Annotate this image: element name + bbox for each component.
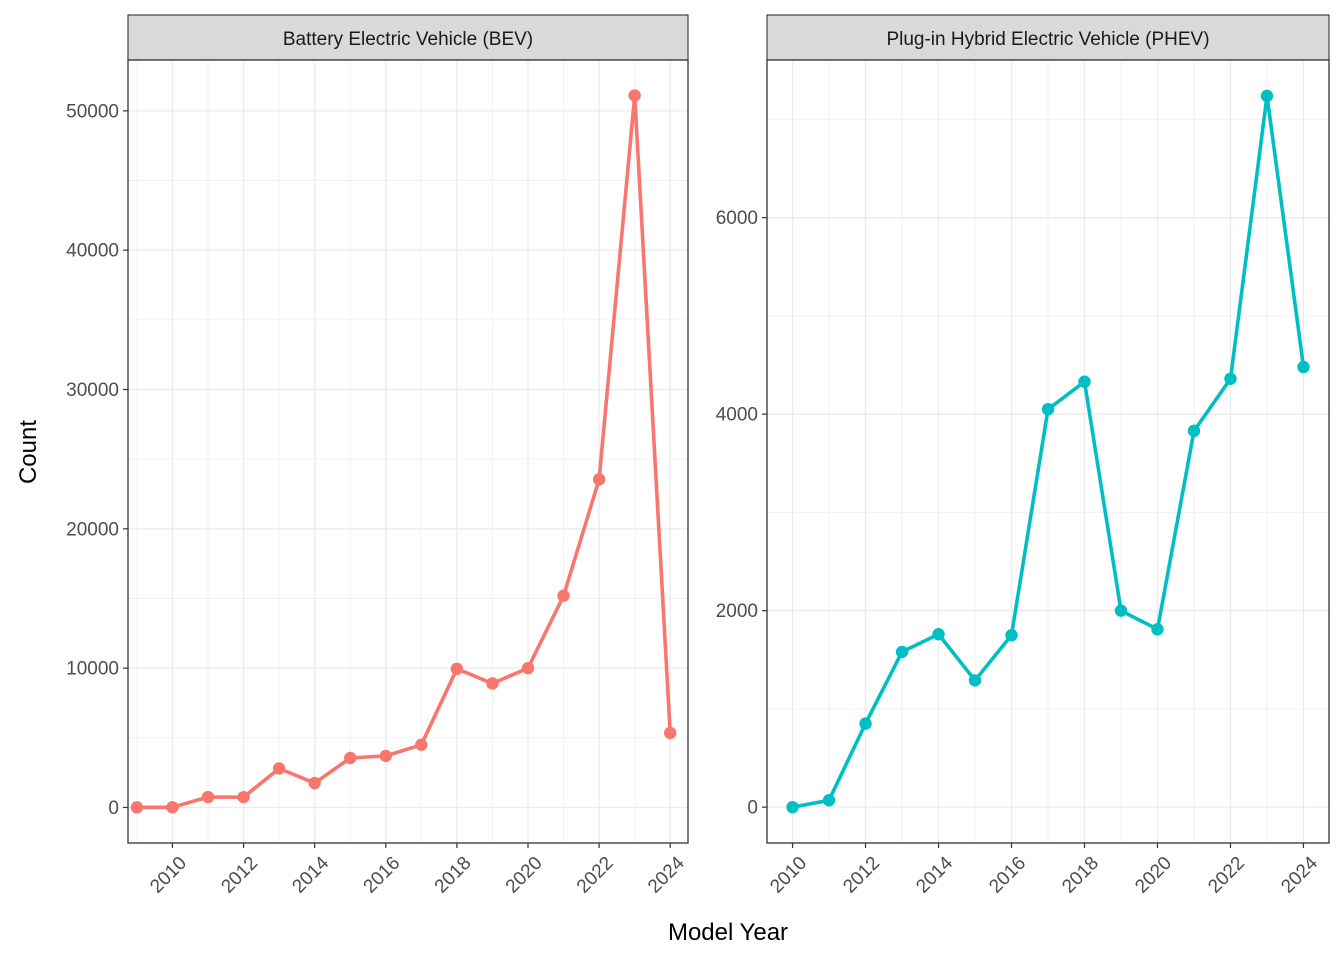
series-bev	[130, 89, 677, 814]
y-tick-label-bev: 30000	[66, 380, 119, 401]
y-tick-label-bev: 50000	[66, 101, 119, 122]
y-axis-title: Count	[15, 420, 42, 484]
panel-border-bev	[127, 59, 689, 844]
data-point-phev	[1005, 629, 1018, 642]
data-point-bev	[237, 790, 250, 804]
data-point-bev	[450, 662, 464, 676]
y-tick-label-bev: 10000	[66, 659, 119, 680]
gridlines-bev	[128, 60, 688, 843]
y-tick-label-bev: 0	[108, 798, 119, 819]
facet-strip-bev	[127, 14, 689, 61]
data-point-phev	[1187, 424, 1201, 438]
data-point-phev	[1078, 375, 1091, 388]
y-tick-label-phev: 0	[747, 798, 758, 819]
data-point-bev	[521, 661, 535, 675]
data-point-bev	[130, 801, 144, 814]
data-point-bev	[201, 790, 215, 804]
data-point-phev	[1260, 89, 1274, 103]
y-axis-bev: 0 10000 20000 30000 40000 50000	[66, 101, 128, 819]
y-tick-label-phev: 6000	[716, 208, 758, 229]
y-tick-label-phev: 4000	[716, 405, 758, 426]
data-point-bev	[415, 738, 428, 751]
data-point-bev	[344, 751, 357, 765]
gridlines-phev	[767, 60, 1329, 843]
y-axis-phev: 0 2000 4000 6000	[716, 208, 767, 819]
y-tick-label-phev: 2000	[716, 601, 758, 622]
data-point-bev	[308, 776, 321, 790]
data-point-phev	[786, 800, 799, 814]
data-point-phev	[895, 645, 909, 659]
data-point-bev	[557, 589, 570, 602]
series-phev	[786, 89, 1310, 814]
facet-title-phev: Plug-in Hybrid Electric Vehicle (PHEV)	[886, 29, 1209, 50]
data-point-phev	[1151, 623, 1164, 636]
panel-border-phev	[766, 59, 1330, 844]
data-point-bev	[272, 762, 286, 775]
data-point-bev	[664, 726, 677, 740]
data-point-bev	[592, 473, 606, 486]
data-point-phev	[1224, 372, 1237, 385]
data-point-phev	[859, 717, 872, 730]
facet-title-bev: Battery Electric Vehicle (BEV)	[283, 29, 533, 50]
data-point-bev	[379, 749, 392, 763]
data-point-phev	[932, 628, 945, 641]
y-tick-label-bev: 40000	[66, 241, 119, 262]
data-point-phev	[1114, 604, 1128, 617]
data-point-bev	[166, 801, 179, 814]
y-tick-label-bev: 20000	[66, 519, 119, 540]
data-point-phev	[822, 794, 836, 807]
data-point-bev	[486, 677, 499, 690]
x-axis-title: Model Year	[668, 919, 788, 946]
data-point-phev	[968, 674, 982, 687]
series-line-bev	[135, 93, 673, 810]
data-point-phev	[1041, 403, 1055, 416]
data-point-phev	[1297, 360, 1310, 374]
facet-strip-phev	[766, 14, 1330, 61]
data-point-bev	[628, 89, 641, 102]
